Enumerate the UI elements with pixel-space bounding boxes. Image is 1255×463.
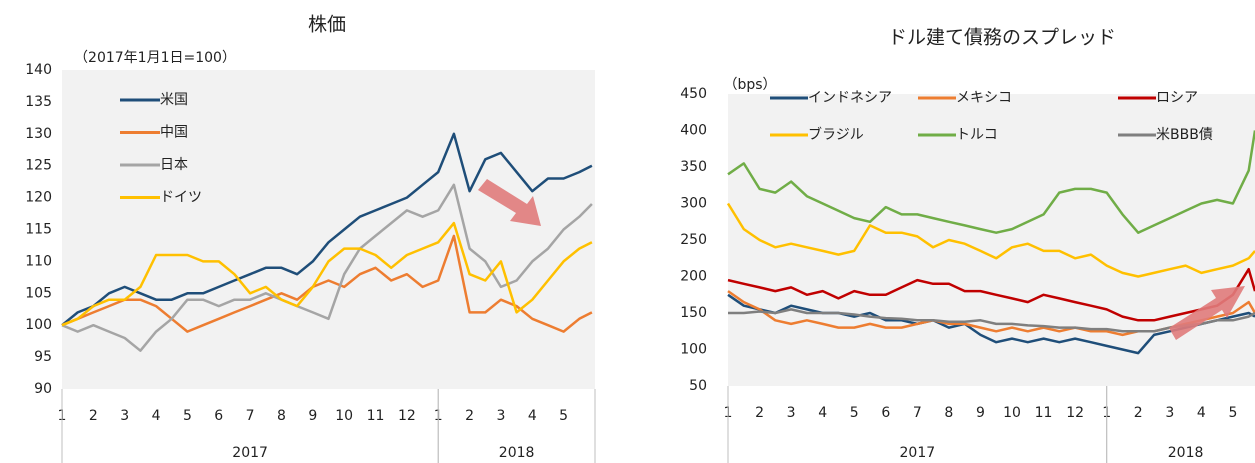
legend-label: 米BBB債	[1156, 127, 1213, 143]
series-line	[61, 132, 593, 327]
up-arrow	[1169, 286, 1245, 340]
legend-label: 米国	[160, 92, 188, 108]
y-tick-label: 100	[680, 342, 707, 358]
x-tick-label: 5	[1228, 405, 1237, 421]
x-tick-label: 8	[277, 408, 286, 424]
x-tick-label: 12	[398, 408, 416, 424]
x-tick-label: 2	[755, 405, 764, 421]
x-group-label: 2017	[900, 445, 936, 461]
x-tick-label: 11	[1035, 405, 1053, 421]
y-tick-label: 110	[25, 253, 52, 269]
x-tick-label: 4	[528, 408, 537, 424]
legend-label: 日本	[160, 157, 188, 173]
y-tick-label: 50	[689, 378, 707, 394]
x-tick-label: 10	[1003, 405, 1021, 421]
series-line	[727, 267, 1255, 322]
chart-title: 株価	[308, 14, 346, 36]
x-tick-label: 12	[1066, 405, 1084, 421]
x-tick-label: 4	[818, 405, 827, 421]
y-tick-label: 450	[680, 86, 707, 102]
legend-label: 中国	[160, 125, 188, 141]
y-tick-label: 350	[680, 159, 707, 175]
chart-subtitle: （bps）	[723, 77, 776, 93]
y-tick-label: 125	[25, 158, 52, 174]
legend-label: ドイツ	[160, 190, 202, 206]
legend-label: インドネシア	[808, 90, 892, 106]
x-tick-label: 4	[152, 408, 161, 424]
legend-label: ブラジル	[808, 126, 864, 143]
x-tick-label: 2	[1134, 405, 1143, 421]
x-tick-label: 7	[913, 405, 922, 421]
x-tick-label: 6	[214, 408, 223, 424]
plot-area	[728, 94, 1255, 386]
x-group-label: 2017	[232, 445, 268, 461]
y-tick-label: 300	[680, 196, 707, 212]
x-tick-label: 7	[246, 408, 255, 424]
x-tick-label: 6	[881, 405, 890, 421]
legend-label: ロシア	[1156, 90, 1198, 106]
y-tick-label: 140	[25, 62, 52, 78]
series-line	[726, 202, 1255, 278]
y-tick-label: 250	[680, 232, 707, 248]
x-tick-label: 11	[367, 408, 385, 424]
series-line	[61, 183, 593, 352]
x-tick-label: 3	[496, 408, 505, 424]
y-tick-label: 150	[680, 305, 707, 321]
x-tick-label: 4	[1197, 405, 1206, 421]
legend-label: トルコ	[956, 127, 998, 143]
x-tick-label: 2	[89, 408, 98, 424]
x-tick-label: 2	[465, 408, 474, 424]
y-tick-label: 90	[34, 381, 52, 397]
x-group-label: 2018	[1168, 445, 1204, 461]
x-tick-label: 8	[944, 405, 953, 421]
x-tick-label: 3	[120, 408, 129, 424]
y-tick-label: 135	[25, 94, 52, 110]
legend-label: メキシコ	[956, 90, 1012, 106]
y-tick-label: 105	[25, 285, 52, 301]
y-tick-label: 120	[25, 190, 52, 206]
x-tick-label: 5	[559, 408, 568, 424]
x-tick-label: 5	[183, 408, 192, 424]
x-group-label: 2018	[499, 445, 535, 461]
series-line	[727, 130, 1255, 234]
y-tick-label: 200	[680, 269, 707, 285]
x-tick-label: 10	[335, 408, 353, 424]
x-tick-label: 9	[976, 405, 985, 421]
y-tick-label: 100	[25, 317, 52, 333]
x-tick-label: 9	[308, 408, 317, 424]
plot-area	[62, 70, 595, 389]
y-tick-label: 400	[680, 123, 707, 139]
x-tick-label: 3	[787, 405, 796, 421]
x-tick-label: 5	[850, 405, 859, 421]
down-arrow	[478, 179, 541, 226]
series-line	[61, 234, 593, 333]
chart-subtitle: （2017年1月1日=100）	[74, 50, 236, 66]
arrows	[478, 179, 1245, 340]
series-line	[61, 221, 593, 327]
x-tick-label: 3	[1165, 405, 1174, 421]
chart-title: ドル建て債務のスプレッド	[888, 27, 1116, 49]
y-tick-label: 130	[25, 126, 52, 142]
y-tick-label: 115	[25, 222, 52, 238]
y-tick-label: 95	[34, 349, 52, 365]
